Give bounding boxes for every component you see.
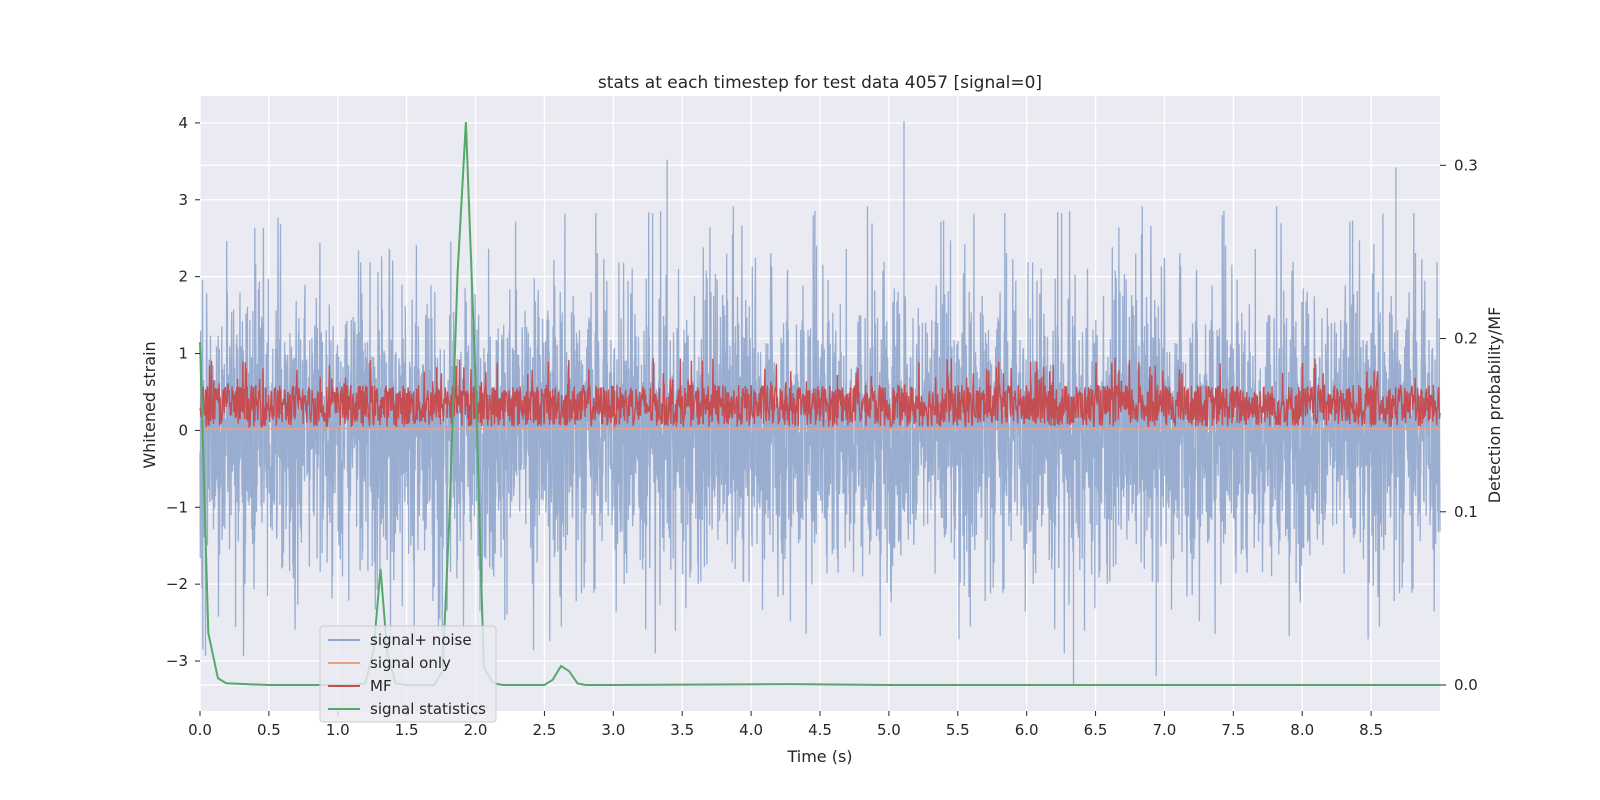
y2-tick-label: 0.2	[1454, 330, 1478, 348]
y2-axis-ticks: 0.0 0.1 0.2 0.3	[1440, 156, 1478, 694]
legend: signal+ noise signal only MF signal stat…	[319, 625, 497, 723]
y-tick-label: 1	[178, 345, 188, 363]
x-tick-label: 1.5	[395, 721, 419, 739]
x-tick-label: 6.5	[1084, 721, 1108, 739]
legend-label-signal-only: signal only	[370, 654, 451, 672]
y-tick-label: −3	[166, 652, 188, 670]
x-tick-label: 6.0	[1015, 721, 1039, 739]
x-tick-label: 2.0	[464, 721, 488, 739]
x-tick-label: 0.0	[188, 721, 212, 739]
legend-label-signal-statistics: signal statistics	[370, 700, 486, 718]
y2-tick-label: 0.3	[1454, 156, 1478, 174]
y-axis-label: Whitened strain	[140, 341, 159, 468]
x-tick-label: 5.5	[946, 721, 970, 739]
x-tick-label: 7.0	[1153, 721, 1177, 739]
mf-series	[199, 357, 1441, 429]
legend-label-signal-noise: signal+ noise	[370, 631, 472, 649]
x-tick-label: 3.0	[601, 721, 625, 739]
x-axis-ticks: 0.0 0.5 1.0 1.5 2.0 2.5 3.0 3.5 4.0 4.5 5.0 5.5 6.0 6…	[188, 711, 1383, 739]
signal-plus-noise-line	[199, 121, 1441, 685]
x-tick-label: 8.0	[1290, 721, 1314, 739]
y-tick-label: 2	[178, 268, 188, 286]
y2-axis-label: Detection probability/MF	[1485, 307, 1504, 504]
x-tick-label: 5.0	[877, 721, 901, 739]
x-tick-label: 7.5	[1221, 721, 1245, 739]
x-tick-label: 4.5	[808, 721, 832, 739]
y2-tick-label: 0.1	[1454, 503, 1478, 521]
x-tick-label: 0.5	[257, 721, 281, 739]
x-tick-label: 2.5	[533, 721, 557, 739]
chart-title: stats at each timestep for test data 405…	[598, 73, 1042, 93]
y-tick-label: 4	[178, 114, 188, 132]
x-tick-label: 4.0	[739, 721, 763, 739]
signal-plus-noise-series	[199, 121, 1441, 685]
mf-line	[199, 357, 1441, 429]
y-tick-label: 3	[178, 191, 188, 209]
y2-tick-label: 0.0	[1454, 676, 1478, 694]
y-tick-label: −1	[166, 498, 188, 516]
legend-label-mf: MF	[370, 677, 392, 695]
x-axis-label: Time (s)	[786, 747, 852, 766]
y-tick-label: −2	[166, 575, 188, 593]
x-tick-label: 1.0	[326, 721, 350, 739]
x-tick-label: 3.5	[670, 721, 694, 739]
y-axis-ticks: −3 −2 −1 0 1 2 3 4	[166, 114, 200, 670]
legend-box	[319, 625, 497, 723]
y-tick-label: 0	[178, 421, 188, 439]
x-tick-label: 8.5	[1359, 721, 1383, 739]
